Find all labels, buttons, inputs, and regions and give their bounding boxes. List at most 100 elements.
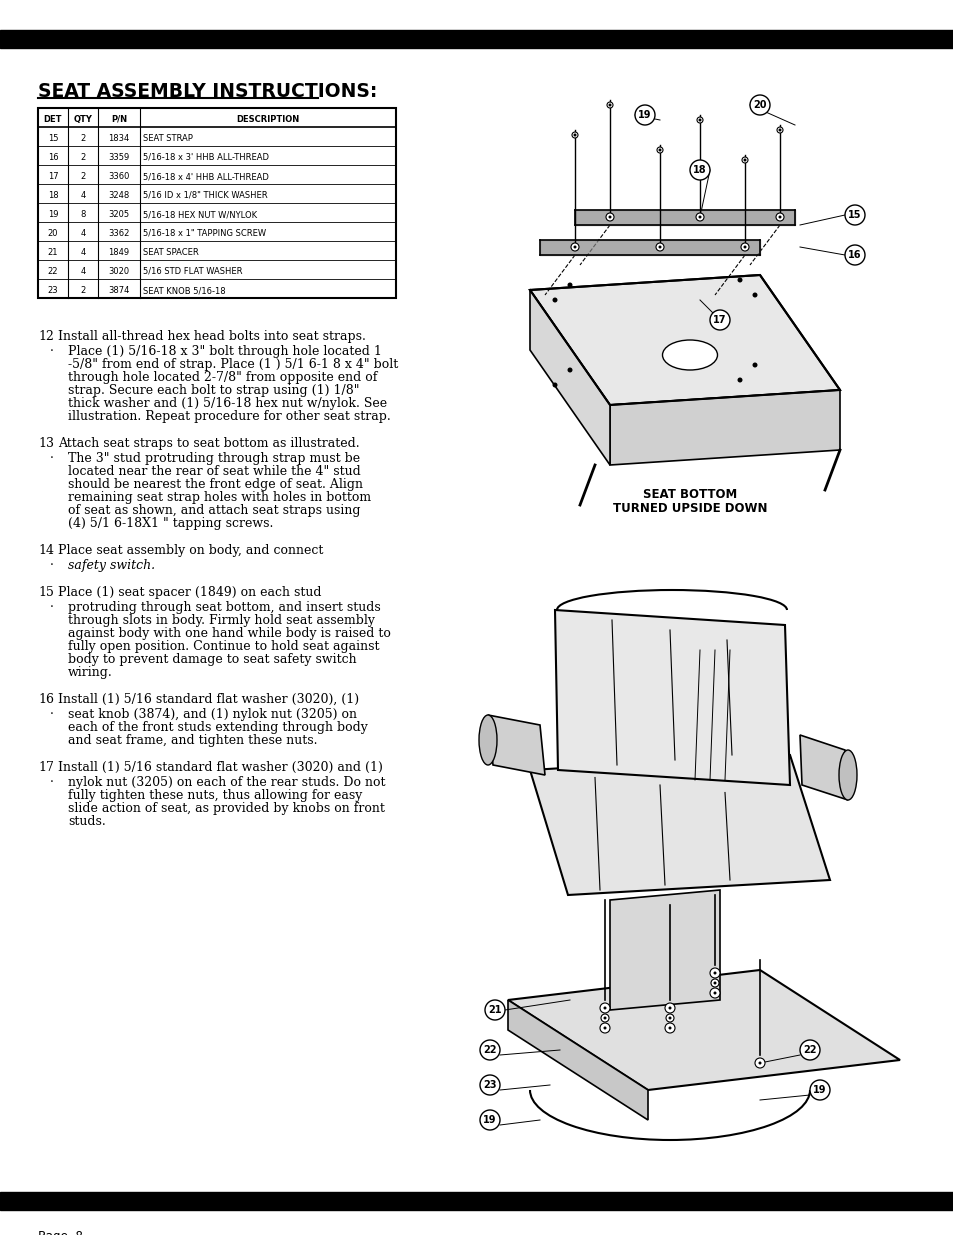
Circle shape (742, 158, 745, 162)
Circle shape (668, 1007, 671, 1009)
Circle shape (758, 1062, 760, 1065)
Text: 5/16-18 x 4' HHB ALL-THREAD: 5/16-18 x 4' HHB ALL-THREAD (143, 172, 269, 182)
Polygon shape (530, 290, 609, 466)
Text: 5/16-18 HEX NUT W/NYLOK: 5/16-18 HEX NUT W/NYLOK (143, 210, 257, 219)
Circle shape (800, 1040, 820, 1060)
Circle shape (749, 95, 769, 115)
Circle shape (713, 992, 716, 994)
Text: QTY: QTY (73, 115, 92, 124)
Text: 14: 14 (38, 543, 54, 557)
Circle shape (573, 246, 576, 248)
Text: each of the front studs extending through body: each of the front studs extending throug… (68, 721, 368, 734)
Text: 4: 4 (80, 248, 86, 257)
Text: fully open position. Continue to hold seat against: fully open position. Continue to hold se… (68, 640, 379, 653)
Polygon shape (530, 275, 840, 405)
Circle shape (605, 212, 614, 221)
Text: 1849: 1849 (109, 248, 130, 257)
Text: 3874: 3874 (109, 287, 130, 295)
Circle shape (709, 968, 720, 978)
Text: SEAT STRAP: SEAT STRAP (143, 135, 193, 143)
Ellipse shape (478, 715, 497, 764)
Text: 2: 2 (80, 172, 86, 182)
Text: nylok nut (3205) on each of the rear studs. Do not: nylok nut (3205) on each of the rear stu… (68, 776, 385, 789)
Circle shape (664, 1003, 675, 1013)
Text: 20: 20 (753, 100, 766, 110)
Text: (4) 5/1 6-18X1 " tapping screws.: (4) 5/1 6-18X1 " tapping screws. (68, 517, 274, 530)
Text: The 3" stud protruding through strap must be: The 3" stud protruding through strap mus… (68, 452, 359, 466)
Text: 19: 19 (483, 1115, 497, 1125)
Circle shape (741, 157, 747, 163)
Circle shape (552, 383, 557, 388)
Circle shape (658, 148, 660, 152)
Circle shape (778, 215, 781, 219)
Text: Install (1) 5/16 standard flat washer (3020), (1): Install (1) 5/16 standard flat washer (3… (58, 693, 358, 706)
Text: should be nearest the front edge of seat. Align: should be nearest the front edge of seat… (68, 478, 363, 492)
Polygon shape (609, 890, 720, 1010)
Polygon shape (530, 755, 829, 895)
Circle shape (606, 103, 613, 107)
Text: 15: 15 (38, 585, 53, 599)
Text: 3248: 3248 (109, 191, 130, 200)
Text: thick washer and (1) 5/16-18 hex nut w/nylok. See: thick washer and (1) 5/16-18 hex nut w/n… (68, 396, 387, 410)
Text: Place (1) 5/16-18 x 3" bolt through hole located 1: Place (1) 5/16-18 x 3" bolt through hole… (68, 345, 381, 358)
Circle shape (775, 212, 783, 221)
Text: 16: 16 (38, 693, 54, 706)
Text: DESCRIPTION: DESCRIPTION (236, 115, 299, 124)
Text: ·: · (50, 601, 54, 614)
Text: 1834: 1834 (109, 135, 130, 143)
Text: through hole located 2-7/8" from opposite end of: through hole located 2-7/8" from opposit… (68, 370, 377, 384)
Text: protruding through seat bottom, and insert studs: protruding through seat bottom, and inse… (68, 601, 380, 614)
Text: 22: 22 (48, 267, 58, 275)
Text: body to prevent damage to seat safety switch: body to prevent damage to seat safety sw… (68, 653, 356, 666)
Circle shape (809, 1079, 829, 1100)
Polygon shape (507, 969, 899, 1091)
Circle shape (776, 127, 782, 133)
Text: 19: 19 (48, 210, 58, 219)
Text: 4: 4 (80, 228, 86, 238)
Bar (38, 107, 395, 298)
Circle shape (657, 147, 662, 153)
Text: 3020: 3020 (109, 267, 130, 275)
Text: 19: 19 (812, 1086, 826, 1095)
Text: TURNED UPSIDE DOWN: TURNED UPSIDE DOWN (612, 501, 766, 515)
Circle shape (689, 161, 709, 180)
Text: 5/16 STD FLAT WASHER: 5/16 STD FLAT WASHER (143, 267, 242, 275)
Bar (0, 1192, 953, 1210)
Text: Page 8: Page 8 (38, 1230, 83, 1235)
Circle shape (599, 1023, 609, 1032)
Text: Place (1) seat spacer (1849) on each stud: Place (1) seat spacer (1849) on each stu… (58, 585, 321, 599)
Text: 17: 17 (48, 172, 58, 182)
Circle shape (603, 1007, 606, 1009)
Text: DET: DET (44, 115, 62, 124)
Text: SEAT SPACER: SEAT SPACER (143, 248, 198, 257)
Circle shape (742, 246, 745, 248)
Circle shape (552, 298, 557, 303)
Text: and seat frame, and tighten these nuts.: and seat frame, and tighten these nuts. (68, 734, 317, 747)
Text: 16: 16 (847, 249, 861, 261)
Circle shape (696, 212, 703, 221)
Text: 20: 20 (48, 228, 58, 238)
Circle shape (752, 293, 757, 298)
Text: 3205: 3205 (109, 210, 130, 219)
Text: 5/16-18 x 1" TAPPING SCREW: 5/16-18 x 1" TAPPING SCREW (143, 228, 266, 238)
Text: 21: 21 (48, 248, 58, 257)
Text: SEAT KNOB 5/16-18: SEAT KNOB 5/16-18 (143, 287, 226, 295)
Circle shape (713, 972, 716, 974)
Circle shape (844, 205, 864, 225)
Polygon shape (507, 1000, 647, 1120)
Text: Attach seat straps to seat bottom as illustrated.: Attach seat straps to seat bottom as ill… (58, 437, 359, 450)
Text: located near the rear of seat while the 4" stud: located near the rear of seat while the … (68, 466, 360, 478)
Circle shape (710, 979, 719, 987)
Text: fully tighten these nuts, thus allowing for easy: fully tighten these nuts, thus allowing … (68, 789, 362, 802)
Text: through slots in body. Firmly hold seat assembly: through slots in body. Firmly hold seat … (68, 614, 375, 627)
Text: 15: 15 (48, 135, 58, 143)
Bar (0, 30, 953, 48)
Text: 16: 16 (48, 153, 58, 162)
Circle shape (709, 310, 729, 330)
Circle shape (600, 1014, 608, 1023)
Text: 23: 23 (483, 1079, 497, 1091)
Text: 2: 2 (80, 153, 86, 162)
Text: 5/16 ID x 1/8" THICK WASHER: 5/16 ID x 1/8" THICK WASHER (143, 191, 268, 200)
Text: 5/16-18 x 3' HHB ALL-THREAD: 5/16-18 x 3' HHB ALL-THREAD (143, 153, 269, 162)
Circle shape (668, 1016, 671, 1020)
